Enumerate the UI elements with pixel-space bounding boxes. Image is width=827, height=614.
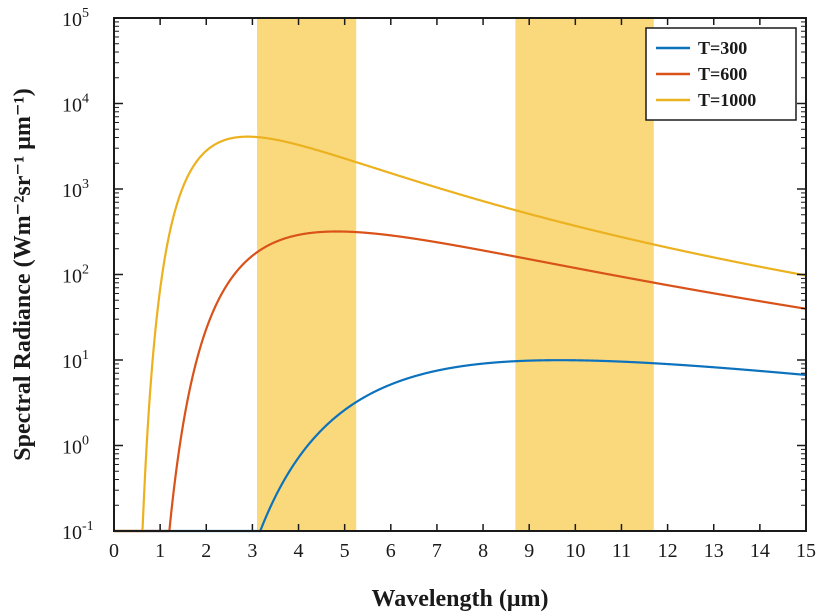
x-tick-label: 6 xyxy=(386,540,396,562)
x-tick-label: 12 xyxy=(658,540,678,562)
shaded-bands xyxy=(257,18,654,531)
x-tick-label: 10 xyxy=(565,540,585,562)
x-tick-label: 4 xyxy=(294,540,304,562)
x-tick-label: 2 xyxy=(201,540,211,562)
x-tick-label: 13 xyxy=(704,540,724,562)
x-tick-label: 11 xyxy=(612,540,631,562)
y-tick-label: 10-1 xyxy=(62,519,94,544)
y-tick-label: 105 xyxy=(62,6,89,31)
y-axis-label: Spectral Radiance (Wm⁻²sr⁻¹ μm⁻¹) xyxy=(10,88,36,460)
series-line-t-600 xyxy=(114,230,807,533)
legend-label: T=1000 xyxy=(698,90,756,110)
legend-label: T=600 xyxy=(698,64,747,84)
x-tick-label: 15 xyxy=(796,540,816,562)
legend: T=300 T=600 T=1000 xyxy=(645,27,797,121)
legend-label: T=300 xyxy=(698,38,747,58)
y-axis: 10-1 100 101 102 103 104 105 xyxy=(62,6,806,544)
x-tick-label: 8 xyxy=(478,540,488,562)
series-line-t-300 xyxy=(114,359,807,533)
x-tick-label: 7 xyxy=(432,540,442,562)
y-tick-label: 103 xyxy=(62,177,89,202)
y-tick-label: 101 xyxy=(62,348,89,373)
x-tick-label: 9 xyxy=(524,540,534,562)
series-lines xyxy=(114,135,807,533)
shaded-band-2 xyxy=(515,18,654,531)
x-tick-label: 1 xyxy=(155,540,165,562)
x-axis-label: Wavelength (μm) xyxy=(372,586,549,612)
x-tick-label: 3 xyxy=(247,540,257,562)
x-tick-label: 0 xyxy=(109,540,119,562)
x-axis: 0 1 2 3 4 5 6 7 8 9 10 11 12 13 14 15 xyxy=(109,18,816,562)
y-tick-label: 104 xyxy=(62,92,89,117)
y-tick-label: 100 xyxy=(62,434,89,459)
y-tick-label: 102 xyxy=(62,263,89,288)
shaded-band-1 xyxy=(257,18,357,531)
series-line-t-1000 xyxy=(114,135,807,533)
x-tick-label: 14 xyxy=(750,540,770,562)
x-tick-label: 5 xyxy=(340,540,350,562)
